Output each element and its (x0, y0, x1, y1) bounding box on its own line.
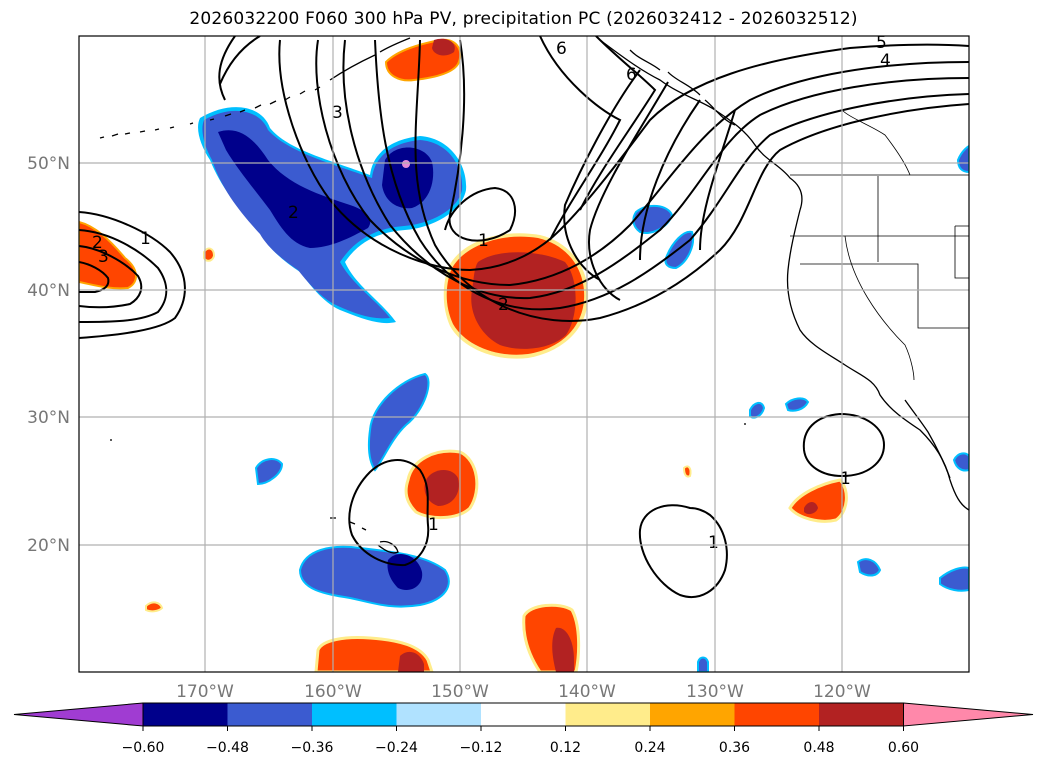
colorbar-tick-label: −0.24 (375, 740, 418, 756)
colorbar-tick-label: −0.12 (460, 740, 503, 756)
lon-label: 150°W (431, 682, 489, 702)
colorbar-tick-label: 0.12 (550, 740, 581, 756)
colorbar-segment (565, 703, 651, 726)
colorbar-segment (650, 703, 735, 726)
positive-precip-anomalies (79, 38, 848, 672)
lon-label: 160°W (304, 682, 362, 702)
contour-label: 4 (880, 51, 891, 71)
contour-label: 1 (708, 533, 719, 553)
lon-label: 130°W (686, 682, 744, 702)
lat-label: 50°N (27, 154, 70, 174)
latitude-labels: 50°N 40°N 30°N 20°N (27, 154, 70, 556)
contour-label: 6 (556, 39, 567, 59)
contour-label: 6 (626, 65, 637, 85)
colorbar: −0.60 −0.48 −0.36 −0.24 −0.12 0.12 0.24 0.36 0.4… (13, 702, 1034, 756)
contour-labels: 5 4 6 6 3 2 1 2 3 1 1 2 1 1 (92, 33, 891, 553)
colorbar-tick-label: −0.60 (122, 740, 165, 756)
lat-label: 30°N (27, 408, 70, 428)
colorbar-extend-low (13, 702, 144, 727)
colorbar-extend-high (903, 702, 1034, 727)
colorbar-tick-label: −0.48 (206, 740, 249, 756)
contour-label: 2 (288, 203, 299, 223)
map-title: 2026032200 F060 300 hPa PV, precipitatio… (189, 9, 858, 29)
colorbar-segment (396, 703, 482, 726)
colorbar-segment (481, 703, 566, 726)
colorbar-segment (819, 703, 904, 726)
gridlines (79, 36, 969, 672)
colorbar-tick-label: 0.60 (888, 740, 919, 756)
contour-label: 2 (92, 233, 103, 253)
contour-label: 1 (478, 231, 489, 251)
longitude-labels: 170°W 160°W 150°W 140°W 130°W 120°W (176, 682, 871, 702)
colorbar-tick-label: 0.48 (803, 740, 834, 756)
colorbar-segment (312, 703, 397, 726)
lat-label: 20°N (27, 536, 70, 556)
lon-label: 140°W (558, 682, 616, 702)
colorbar-segment (734, 703, 820, 726)
colorbar-tick-label: −0.36 (291, 740, 334, 756)
lon-label: 170°W (176, 682, 234, 702)
colorbar-segment (227, 703, 313, 726)
contour-label: 1 (428, 515, 439, 535)
colorbar-tick-label: 0.24 (634, 740, 665, 756)
contour-label: 1 (840, 469, 851, 489)
colorbar-frame (142, 702, 904, 727)
colorbar-segment (143, 703, 228, 726)
coastlines (99, 37, 969, 554)
contour-label: 2 (498, 295, 509, 315)
colorbar-tick-label: 0.36 (719, 740, 750, 756)
contour-label: 5 (876, 33, 887, 53)
lat-label: 40°N (27, 281, 70, 301)
map-frame (78, 35, 970, 673)
contour-label: 3 (332, 103, 343, 123)
lon-label: 120°W (813, 682, 871, 702)
contour-label: 1 (140, 229, 151, 249)
contour-label: 3 (98, 247, 109, 267)
